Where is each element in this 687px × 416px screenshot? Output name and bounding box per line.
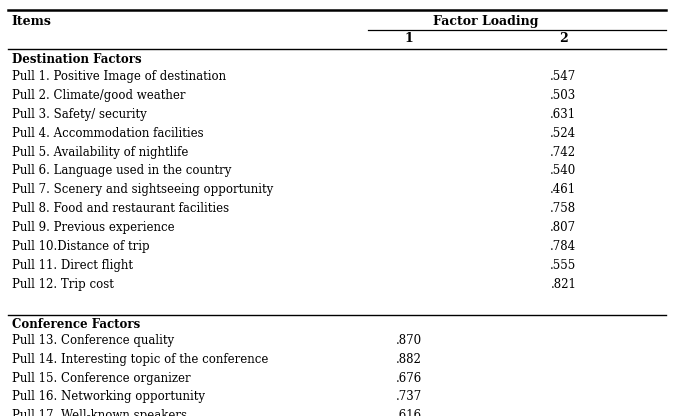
Text: Pull 3. Safety/ security: Pull 3. Safety/ security: [12, 108, 146, 121]
Text: Pull 10.Distance of trip: Pull 10.Distance of trip: [12, 240, 149, 253]
Text: 1: 1: [405, 32, 413, 45]
Text: .758: .758: [550, 203, 576, 215]
Text: .737: .737: [396, 391, 422, 404]
Text: .540: .540: [550, 164, 576, 178]
Text: .676: .676: [396, 371, 422, 384]
Text: Pull 13. Conference quality: Pull 13. Conference quality: [12, 334, 174, 347]
Text: Pull 1. Positive Image of destination: Pull 1. Positive Image of destination: [12, 69, 226, 83]
Text: Conference Factors: Conference Factors: [12, 318, 140, 331]
Text: Pull 5. Availability of nightlife: Pull 5. Availability of nightlife: [12, 146, 188, 158]
Text: Pull 7. Scenery and sightseeing opportunity: Pull 7. Scenery and sightseeing opportun…: [12, 183, 273, 196]
Text: Pull 2. Climate/good weather: Pull 2. Climate/good weather: [12, 89, 185, 102]
Text: .555: .555: [550, 259, 576, 272]
Text: 2: 2: [559, 32, 567, 45]
Text: Factor Loading: Factor Loading: [433, 15, 539, 28]
Text: .807: .807: [550, 221, 576, 234]
Text: Pull 9. Previous experience: Pull 9. Previous experience: [12, 221, 174, 234]
Text: .547: .547: [550, 69, 576, 83]
Text: Pull 14. Interesting topic of the conference: Pull 14. Interesting topic of the confer…: [12, 353, 268, 366]
Text: Pull 12. Trip cost: Pull 12. Trip cost: [12, 278, 113, 291]
Text: Destination Factors: Destination Factors: [12, 53, 142, 66]
Text: .616: .616: [396, 409, 422, 416]
Text: .742: .742: [550, 146, 576, 158]
Text: .784: .784: [550, 240, 576, 253]
Text: .503: .503: [550, 89, 576, 102]
Text: Pull 15. Conference organizer: Pull 15. Conference organizer: [12, 371, 190, 384]
Text: Pull 11. Direct flight: Pull 11. Direct flight: [12, 259, 133, 272]
Text: .870: .870: [396, 334, 422, 347]
Text: Pull 17. Well-known speakers: Pull 17. Well-known speakers: [12, 409, 187, 416]
Text: Pull 6. Language used in the country: Pull 6. Language used in the country: [12, 164, 231, 178]
Text: Pull 8. Food and restaurant facilities: Pull 8. Food and restaurant facilities: [12, 203, 229, 215]
Text: .882: .882: [396, 353, 422, 366]
Text: .461: .461: [550, 183, 576, 196]
Text: .631: .631: [550, 108, 576, 121]
Text: Items: Items: [12, 15, 52, 28]
Text: Pull 16. Networking opportunity: Pull 16. Networking opportunity: [12, 391, 205, 404]
Text: Pull 4. Accommodation facilities: Pull 4. Accommodation facilities: [12, 126, 203, 139]
Text: .821: .821: [550, 278, 576, 291]
Text: .524: .524: [550, 126, 576, 139]
